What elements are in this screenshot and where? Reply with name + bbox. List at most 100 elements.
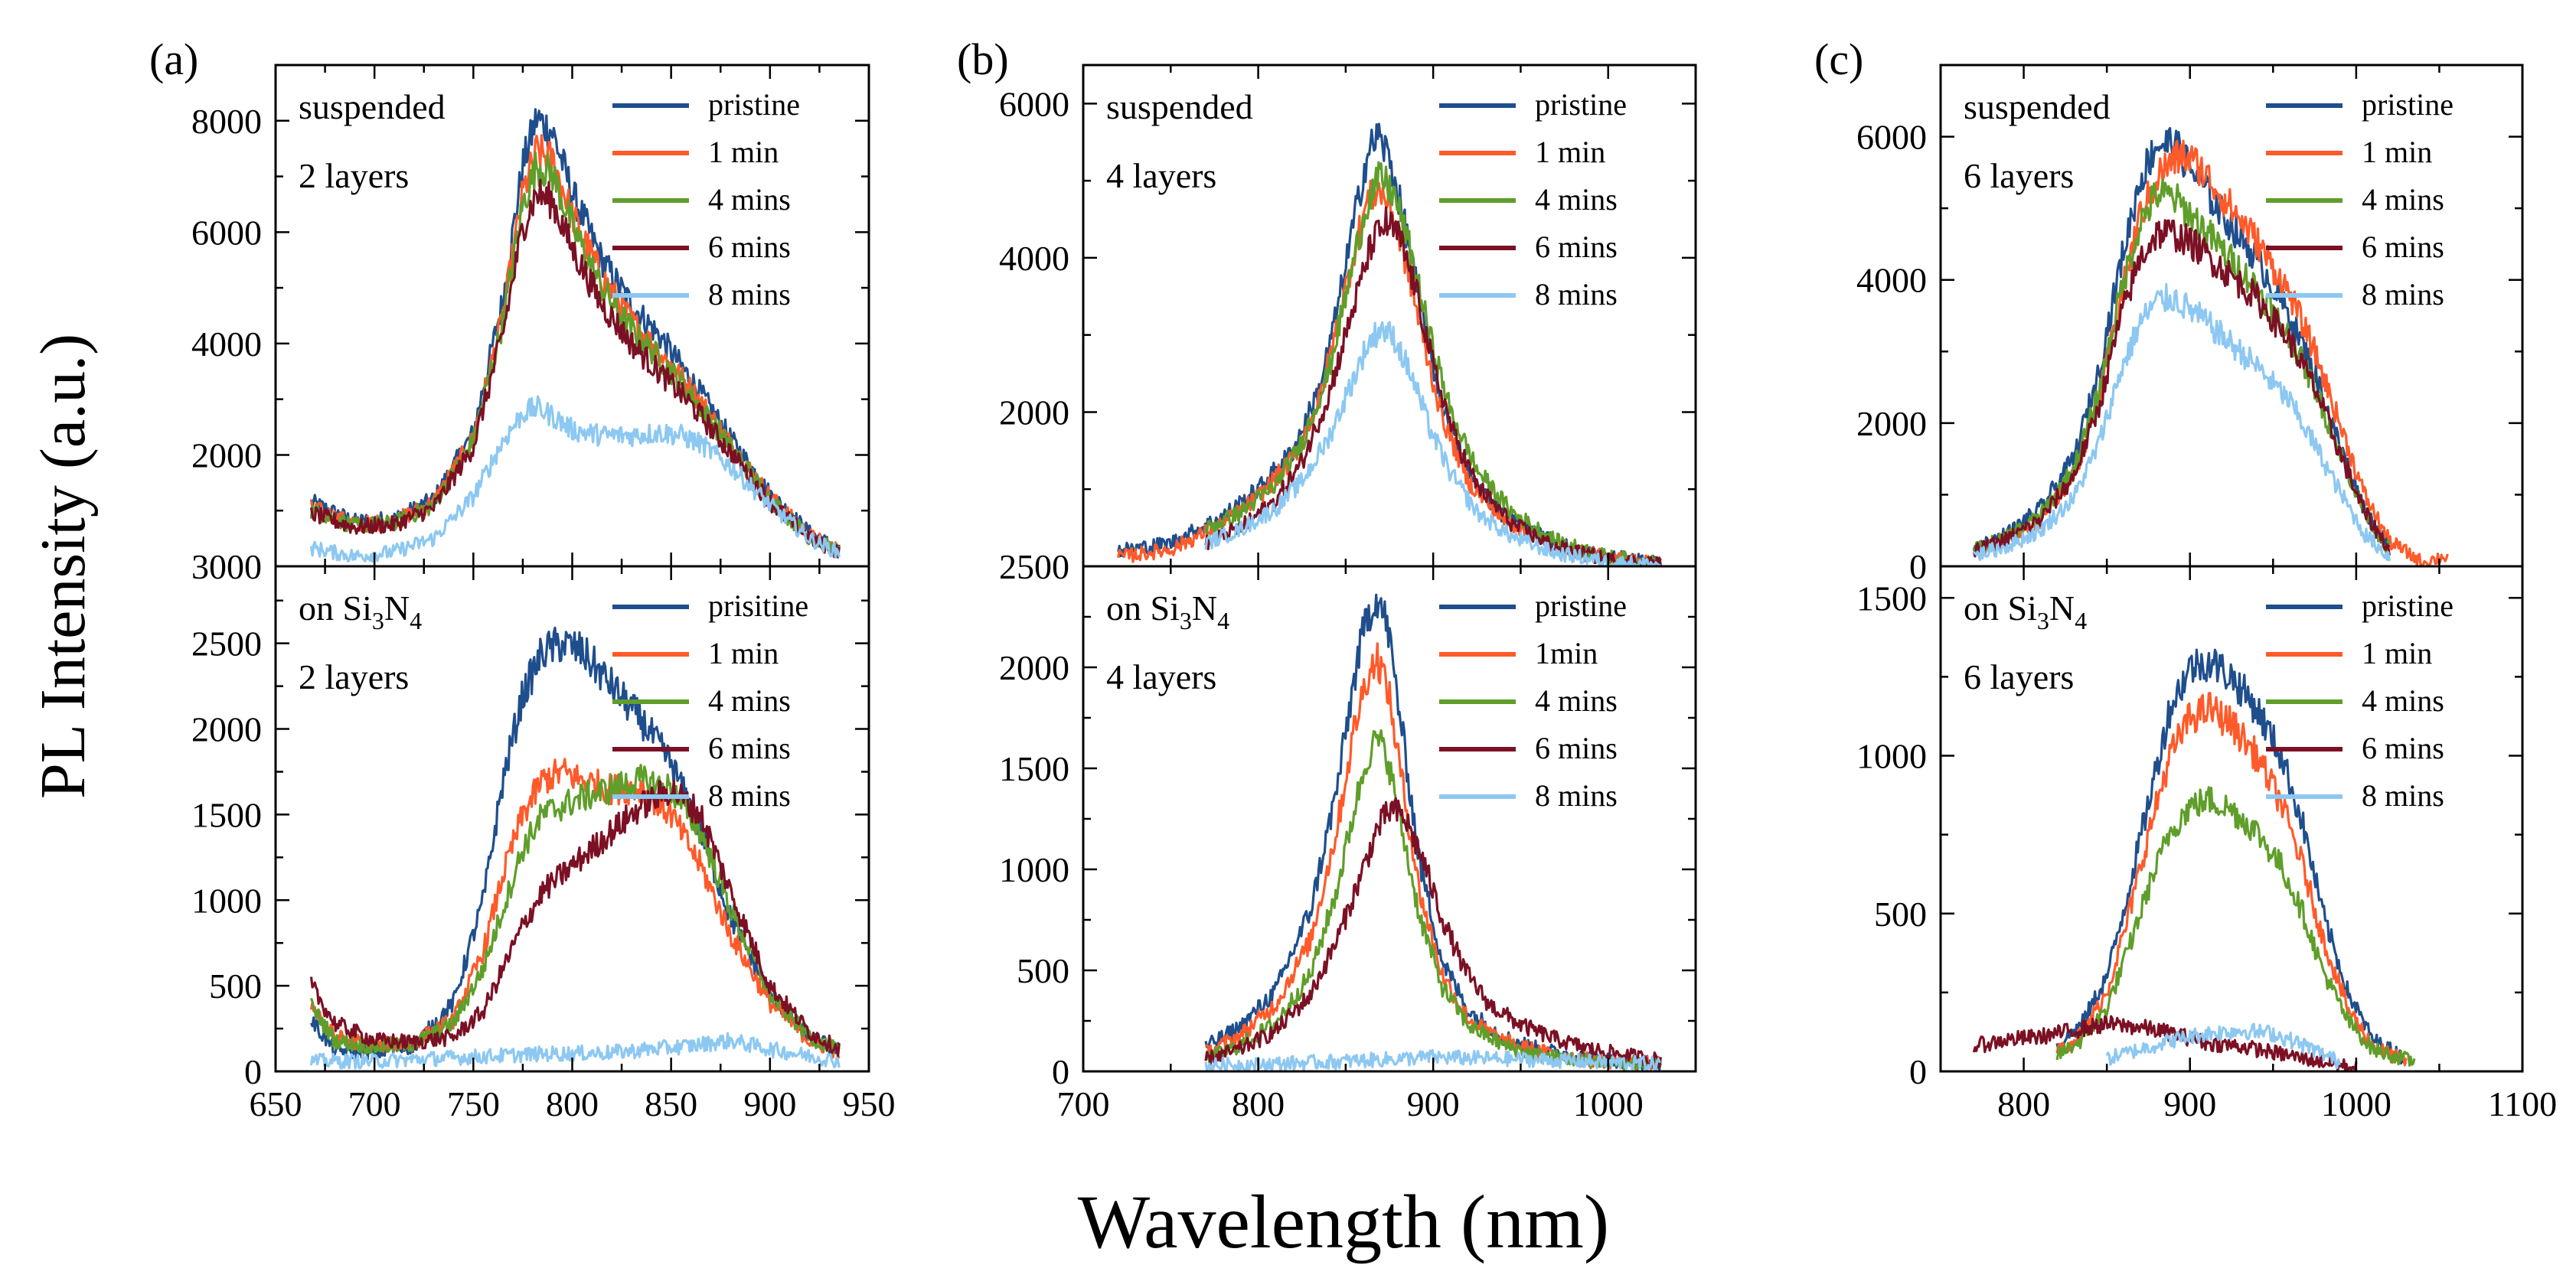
legend-label: prisitine bbox=[708, 588, 808, 623]
y-tick-label: 1500 bbox=[191, 795, 262, 834]
x-tick-label: 700 bbox=[348, 1084, 401, 1123]
x-tick-label: 700 bbox=[1057, 1084, 1110, 1123]
y-tick-label: 4000 bbox=[1856, 261, 1927, 300]
panel-annotation: 4 layers bbox=[1106, 156, 1216, 195]
panel-annotation: suspended bbox=[299, 87, 446, 126]
panel-a-bottom: 650 700 750 800 850 900 950 0 500 1000 1500 2000 250… bbox=[191, 565, 896, 1123]
panel-c-bottom: 800 900 1000 1100 0 500 1000 1500 on Si3N4 6 laye… bbox=[1856, 565, 2557, 1123]
x-tick-label: 900 bbox=[1407, 1084, 1460, 1123]
panel-annotation: suspended bbox=[1106, 87, 1253, 126]
x-tick-label: 900 bbox=[2163, 1084, 2216, 1123]
y-tick-label: 1500 bbox=[999, 749, 1069, 788]
y-tick-label: 1000 bbox=[999, 850, 1069, 889]
panel-label: (c) bbox=[1814, 34, 1863, 84]
y-tick-label: 500 bbox=[1874, 895, 1927, 934]
y-tick-label: 500 bbox=[1017, 951, 1069, 990]
x-tick-label: 1100 bbox=[2488, 1084, 2557, 1123]
panel-annotation: on Si3N4 bbox=[1106, 588, 1229, 634]
y-tick-label: 6000 bbox=[1856, 118, 1927, 157]
series-6-mins bbox=[309, 779, 841, 1058]
panel-annotation: 6 layers bbox=[1964, 657, 2074, 696]
x-tick-label: 800 bbox=[1997, 1084, 2050, 1123]
panel-annotation: 2 layers bbox=[299, 156, 409, 195]
panel-annotation: on Si3N4 bbox=[1964, 588, 2087, 634]
legend: pristine 1min 4 mins 6 mins 8 mins bbox=[1439, 588, 1627, 813]
y-tick-label: 0 bbox=[244, 1052, 262, 1091]
series-1-min bbox=[2055, 692, 2408, 1067]
y-tick-label: 500 bbox=[209, 967, 262, 1006]
legend-label: 8 mins bbox=[1535, 778, 1618, 813]
legend: pristine 1 min 4 mins 6 mins 8 mins bbox=[612, 87, 800, 311]
series-group bbox=[1204, 593, 1662, 1071]
series-group bbox=[309, 108, 841, 563]
legend-label: 1min bbox=[1535, 636, 1598, 670]
x-tick-label: 750 bbox=[447, 1084, 500, 1123]
legend-label: 4 mins bbox=[1535, 182, 1618, 217]
legend: prisitine 1 min 4 mins 6 mins 8 mins bbox=[612, 588, 808, 813]
panel-b-top: 2500 2000 4000 6000(b) suspended 4 layers pris… bbox=[957, 34, 1697, 586]
series-4-mins bbox=[2055, 786, 2416, 1067]
panel-a-top: 3000 2000 4000 6000 8000 (a) suspended 2 layers… bbox=[149, 34, 870, 586]
legend-label: pristine bbox=[708, 87, 800, 122]
legend-label: 6 mins bbox=[1535, 230, 1618, 264]
x-tick-label: 900 bbox=[743, 1084, 796, 1123]
y-tick-label: 8000 bbox=[191, 102, 262, 141]
legend-label: 6 mins bbox=[708, 230, 791, 264]
legend-label: pristine bbox=[1535, 87, 1627, 122]
y-tick-label: 4000 bbox=[191, 324, 262, 364]
legend-label: 8 mins bbox=[708, 277, 791, 311]
y-tick-label: 0 bbox=[1909, 547, 1927, 586]
x-tick-label: 950 bbox=[843, 1084, 896, 1123]
series-6-mins bbox=[1204, 797, 1662, 1068]
plot-frame bbox=[274, 64, 870, 568]
legend-label: 1 min bbox=[708, 636, 779, 670]
legend: pristine 1 min 4 mins 6 mins 8 mins bbox=[1439, 87, 1627, 311]
y-tick-label: 1500 bbox=[1856, 579, 1927, 618]
plot-frame bbox=[1939, 565, 2524, 1073]
legend-label: pristine bbox=[1535, 588, 1627, 623]
panel-annotation: 2 layers bbox=[299, 657, 409, 696]
y-tick-label: 0 bbox=[1052, 1052, 1069, 1091]
x-tick-label: 650 bbox=[250, 1084, 302, 1123]
y-tick-label: 6000 bbox=[999, 84, 1069, 123]
legend-label: 4 mins bbox=[708, 683, 791, 718]
panel-annotation: 4 layers bbox=[1106, 657, 1216, 696]
y-tick-label: 0 bbox=[1909, 1052, 1927, 1091]
y-axis-title: PL Intensity (a.u.) bbox=[28, 334, 99, 799]
legend-label: 8 mins bbox=[2362, 778, 2444, 813]
series-6-mins bbox=[1972, 219, 2391, 558]
legend: pristine 1 min 4 mins 6 mins 8 mins bbox=[2266, 588, 2454, 813]
y-tick-label: 2000 bbox=[1856, 404, 1927, 443]
legend-label: 6 mins bbox=[708, 731, 791, 765]
legend-label: 6 mins bbox=[1535, 731, 1618, 765]
y-tick-label: 2000 bbox=[999, 393, 1069, 432]
y-tick-label: 3000 bbox=[191, 547, 262, 586]
y-tick-label: 1000 bbox=[191, 881, 262, 920]
series-6-mins bbox=[309, 178, 841, 559]
y-tick-label: 1000 bbox=[1856, 737, 1927, 776]
panel-b-bottom: 700 800 900 1000 0 500 1000 1500 2000 on Si3N4 4 l… bbox=[999, 565, 1697, 1123]
panel-annotation: suspended bbox=[1964, 87, 2111, 126]
y-tick-label: 2000 bbox=[191, 710, 262, 749]
legend-label: 8 mins bbox=[1535, 277, 1618, 311]
panel-c-top: 0 2000 4000 6000 (c) suspended 6 layers pristin… bbox=[1814, 34, 2524, 586]
panel-annotation: on Si3N4 bbox=[299, 588, 422, 634]
series-8-mins bbox=[1973, 282, 2391, 562]
series-group bbox=[1972, 126, 2449, 566]
y-tick-label: 2500 bbox=[191, 624, 262, 663]
legend-label: 4 mins bbox=[708, 182, 791, 217]
legend-label: 8 mins bbox=[2362, 277, 2444, 311]
x-axis-title: Wavelength (nm) bbox=[1078, 1179, 1609, 1264]
x-tick-label: 850 bbox=[645, 1084, 697, 1123]
series-8-mins bbox=[1204, 1048, 1661, 1071]
series-8-mins bbox=[1204, 321, 1661, 566]
series-group bbox=[309, 626, 841, 1070]
legend-label: 8 mins bbox=[708, 778, 791, 813]
series-group bbox=[1117, 122, 1662, 566]
panel-label: (b) bbox=[957, 34, 1009, 84]
legend-label: 4 mins bbox=[1535, 683, 1618, 718]
series-8-mins bbox=[309, 1032, 841, 1070]
legend-label: 4 mins bbox=[2362, 683, 2444, 718]
legend-label: 4 mins bbox=[2362, 182, 2444, 217]
